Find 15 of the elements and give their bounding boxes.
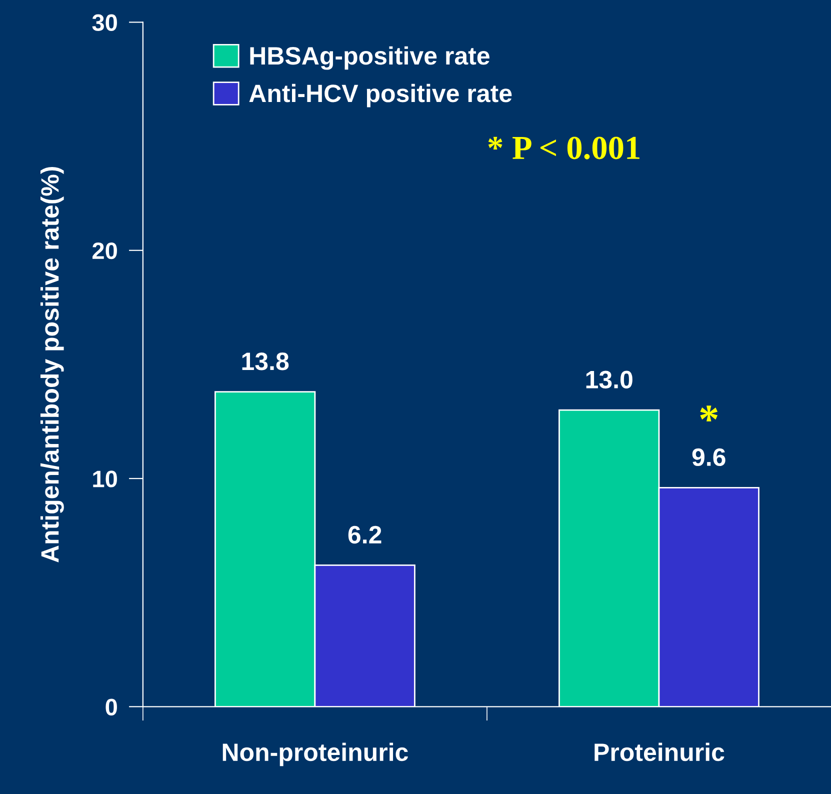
annotation: * P < 0.001 xyxy=(488,136,640,160)
y-tick-label: 0 xyxy=(106,698,117,716)
data-label: 13.8 xyxy=(242,352,289,370)
legend-label: HBSAg-positive rate xyxy=(250,46,490,70)
legend-label: Anti-HCV positive rate xyxy=(249,84,512,108)
data-label: 13.0 xyxy=(586,370,632,388)
data-label: 9.6 xyxy=(692,448,726,466)
y-tick-label: 30 xyxy=(92,14,117,32)
y-tick-label: 20 xyxy=(92,242,117,260)
x-tick-label: Proteinuric xyxy=(594,742,724,762)
y-tick-label: 10 xyxy=(93,470,117,488)
annotation: * xyxy=(700,406,718,422)
data-label: 6.2 xyxy=(348,526,382,544)
x-tick-label: Non-proteinuric xyxy=(222,742,408,766)
y-axis-title: Antigen/antibody positive rate(%) xyxy=(40,167,64,562)
